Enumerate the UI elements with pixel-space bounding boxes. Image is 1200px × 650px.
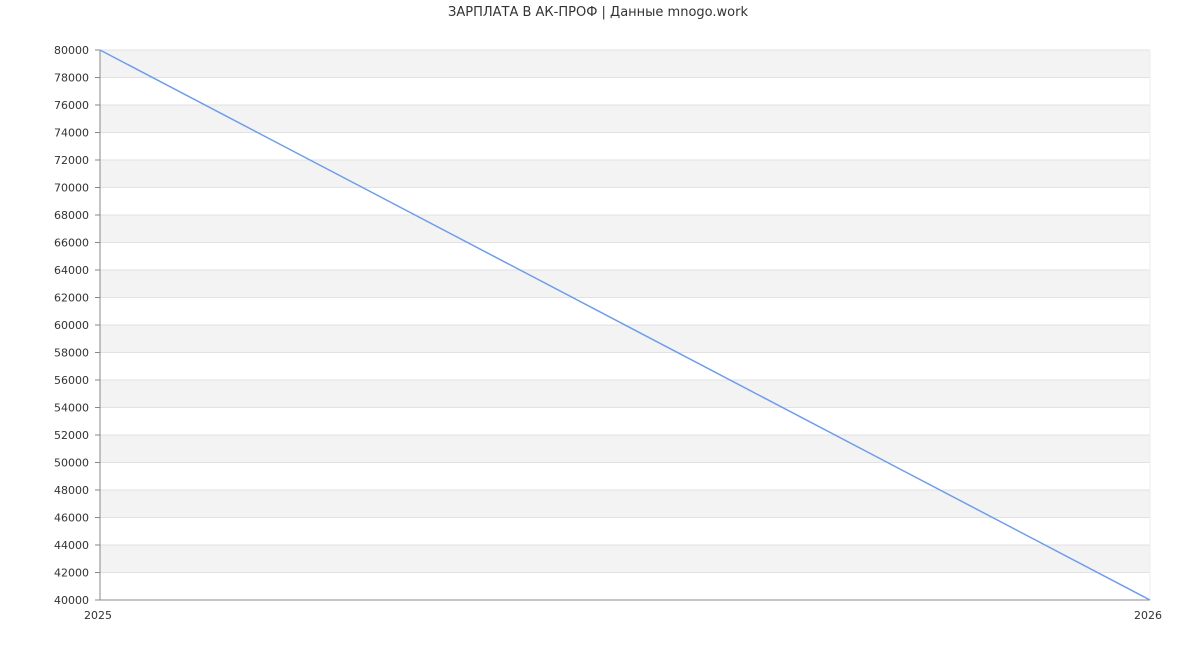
y-tick-label: 66000 [54,237,89,250]
y-tick-label: 54000 [54,402,89,415]
grid-band [100,352,1150,380]
grid-band [100,545,1150,573]
grid-band [100,407,1150,435]
grid-band [100,380,1150,408]
y-tick-label: 78000 [54,72,89,85]
grid-band [100,270,1150,298]
y-tick-label: 56000 [54,374,89,387]
y-tick-label: 50000 [54,457,89,470]
grid-band [100,160,1150,188]
grid-band [100,215,1150,243]
y-tick-label: 80000 [54,44,89,57]
grid-band [100,105,1150,133]
y-tick-label: 40000 [54,594,89,607]
x-axis: 2025 2026 [84,609,1162,622]
series [99,49,1151,601]
grid-band [100,297,1150,325]
grid-band [100,50,1150,78]
y-tick-label: 58000 [54,347,89,360]
y-tick-label: 60000 [54,319,89,332]
y-tick-label: 68000 [54,209,89,222]
x-tick-label: 2025 [84,609,112,622]
x-tick-label: 2026 [1134,609,1162,622]
y-tick-label: 70000 [54,182,89,195]
grid-band [100,77,1150,105]
grid-band [100,517,1150,545]
y-tick-label: 76000 [54,99,89,112]
y-tick-label: 74000 [54,127,89,140]
y-axis: 40000 42000 44000 46000 48000 50000 52000 54000… [54,44,100,607]
grid-band [100,490,1150,518]
y-tick-label: 42000 [54,567,89,580]
y-tick-label: 46000 [54,512,89,525]
grid-band [100,325,1150,353]
grid-band [100,462,1150,490]
y-tick-label: 48000 [54,484,89,497]
grid-bands [100,49,1151,600]
grid-band [100,572,1150,600]
y-tick-label: 62000 [54,292,89,305]
series-line [99,49,1151,601]
y-tick-label: 44000 [54,539,89,552]
grid-band [100,435,1150,463]
grid-band [100,132,1150,160]
chart-title: ЗАРПЛАТА В АК-ПРОФ | Данные mnogo.work [448,5,748,20]
grid-band [100,187,1150,215]
y-tick-label: 52000 [54,429,89,442]
y-tick-label: 72000 [54,154,89,167]
y-tick-label: 64000 [54,264,89,277]
grid-band [100,242,1150,270]
